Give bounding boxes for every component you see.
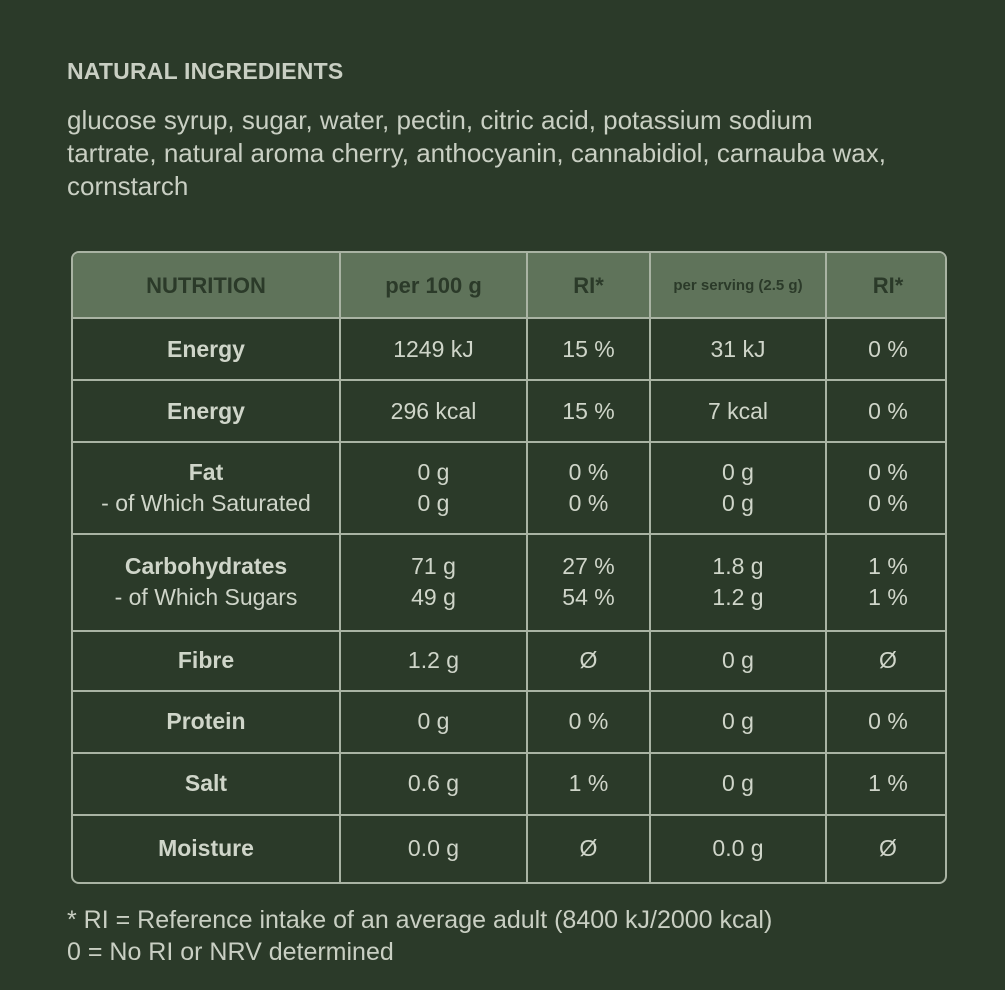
cell-per-100g: 0.0 g [339, 813, 528, 882]
cell-value: 0 g [417, 459, 450, 486]
cell-ri-serving: Ø [825, 629, 945, 692]
table-row: Salt 0.6 g 1 % 0 g 1 % [73, 751, 945, 816]
table-row: Energy 1249 kJ 15 % 31 kJ 0 % [73, 316, 945, 382]
table-row: Energy 296 kcal 15 % 7 kcal 0 % [73, 379, 945, 444]
cell-value: 0 % [868, 459, 908, 486]
nutrition-table: NUTRITION per 100 g RI* per serving (2.5… [71, 251, 947, 884]
row-label: Protein [73, 689, 341, 754]
row-label: Moisture [73, 813, 341, 882]
cell-ri-serving: 1 % 1 % [825, 533, 945, 632]
table-row: Fibre 1.2 g Ø 0 g Ø [73, 629, 945, 692]
cell-ri: 0 % 0 % [526, 441, 651, 536]
cell-per-100g: 1.2 g [339, 629, 528, 692]
cell-value-sub: 0 % [568, 490, 609, 517]
table-row: Carbohydrates - of Which Sugars 71 g 49 … [73, 533, 945, 632]
cell-ri-serving: Ø [825, 813, 945, 882]
cell-ri: 15 % [526, 316, 651, 382]
cell-per-serving: 0 g 0 g [649, 441, 827, 536]
row-label-sub: - of Which Saturated [101, 490, 311, 517]
header-per-serving-size: (2.5 g) [758, 276, 803, 294]
cell-ri: 15 % [526, 379, 651, 444]
cell-per-100g: 71 g 49 g [339, 533, 528, 632]
cell-ri-serving: 0 % [825, 316, 945, 382]
row-label: Salt [73, 751, 341, 816]
row-label: Carbohydrates - of Which Sugars [73, 533, 341, 632]
row-label-main: Fat [188, 459, 224, 486]
cell-ri-serving: 0 % 0 % [825, 441, 945, 536]
cell-per-serving: 31 kJ [649, 316, 827, 382]
footnote-nrv: 0 = No RI or NRV determined [67, 938, 394, 966]
header-ri-serving: RI* [825, 253, 945, 319]
row-label-sub: - of Which Sugars [114, 584, 298, 611]
cell-value-sub: 54 % [562, 584, 615, 611]
cell-per-100g: 296 kcal [339, 379, 528, 444]
cell-per-serving: 7 kcal [649, 379, 827, 444]
header-per-100g: per 100 g [339, 253, 528, 319]
cell-value-sub: 1.2 g [712, 584, 764, 611]
cell-per-serving: 1.8 g 1.2 g [649, 533, 827, 632]
cell-per-serving: 0 g [649, 629, 827, 692]
cell-per-100g: 1249 kJ [339, 316, 528, 382]
table-row: Fat - of Which Saturated 0 g 0 g 0 % 0 %… [73, 441, 945, 536]
cell-per-100g: 0.6 g [339, 751, 528, 816]
footnote-ri: * RI = Reference intake of an average ad… [67, 906, 773, 934]
cell-per-100g: 0 g [339, 689, 528, 754]
header-per-serving-label: per serving [673, 276, 755, 294]
cell-value: 0 % [568, 459, 609, 486]
cell-per-serving: 0.0 g [649, 813, 827, 882]
footnotes: * RI = Reference intake of an average ad… [67, 904, 772, 968]
row-label: Fibre [73, 629, 341, 692]
cell-per-serving: 0 g [649, 689, 827, 754]
cell-ri: Ø [526, 813, 651, 882]
header-ri: RI* [526, 253, 651, 319]
cell-value-sub: 0 g [722, 490, 754, 517]
cell-value-sub: 49 g [411, 584, 456, 611]
cell-ri: 1 % [526, 751, 651, 816]
table-row: Moisture 0.0 g Ø 0.0 g Ø [73, 813, 945, 882]
cell-ri-serving: 0 % [825, 379, 945, 444]
header-nutrition: NUTRITION [73, 253, 341, 319]
cell-per-serving: 0 g [649, 751, 827, 816]
cell-ri-serving: 0 % [825, 689, 945, 754]
cell-value: 1.8 g [712, 553, 764, 580]
cell-value-sub: 0 % [868, 490, 908, 517]
ingredients-text: glucose syrup, sugar, water, pectin, cit… [67, 105, 886, 201]
cell-per-100g: 0 g 0 g [339, 441, 528, 536]
cell-value: 1 % [868, 553, 908, 580]
table-row: Protein 0 g 0 % 0 g 0 % [73, 689, 945, 754]
row-label: Fat - of Which Saturated [73, 441, 341, 536]
cell-value-sub: 1 % [868, 584, 908, 611]
cell-value-sub: 0 g [417, 490, 450, 517]
cell-ri: Ø [526, 629, 651, 692]
row-label: Energy [73, 379, 341, 444]
cell-ri: 0 % [526, 689, 651, 754]
cell-value: 27 % [562, 553, 615, 580]
ingredients-heading: NATURAL INGREDIENTS [67, 58, 344, 84]
row-label-main: Carbohydrates [124, 553, 288, 580]
cell-value: 71 g [411, 553, 456, 580]
cell-ri: 27 % 54 % [526, 533, 651, 632]
row-label: Energy [73, 316, 341, 382]
table-header-row: NUTRITION per 100 g RI* per serving (2.5… [73, 253, 945, 319]
header-per-serving: per serving (2.5 g) [649, 253, 827, 319]
cell-ri-serving: 1 % [825, 751, 945, 816]
cell-value: 0 g [722, 459, 754, 486]
